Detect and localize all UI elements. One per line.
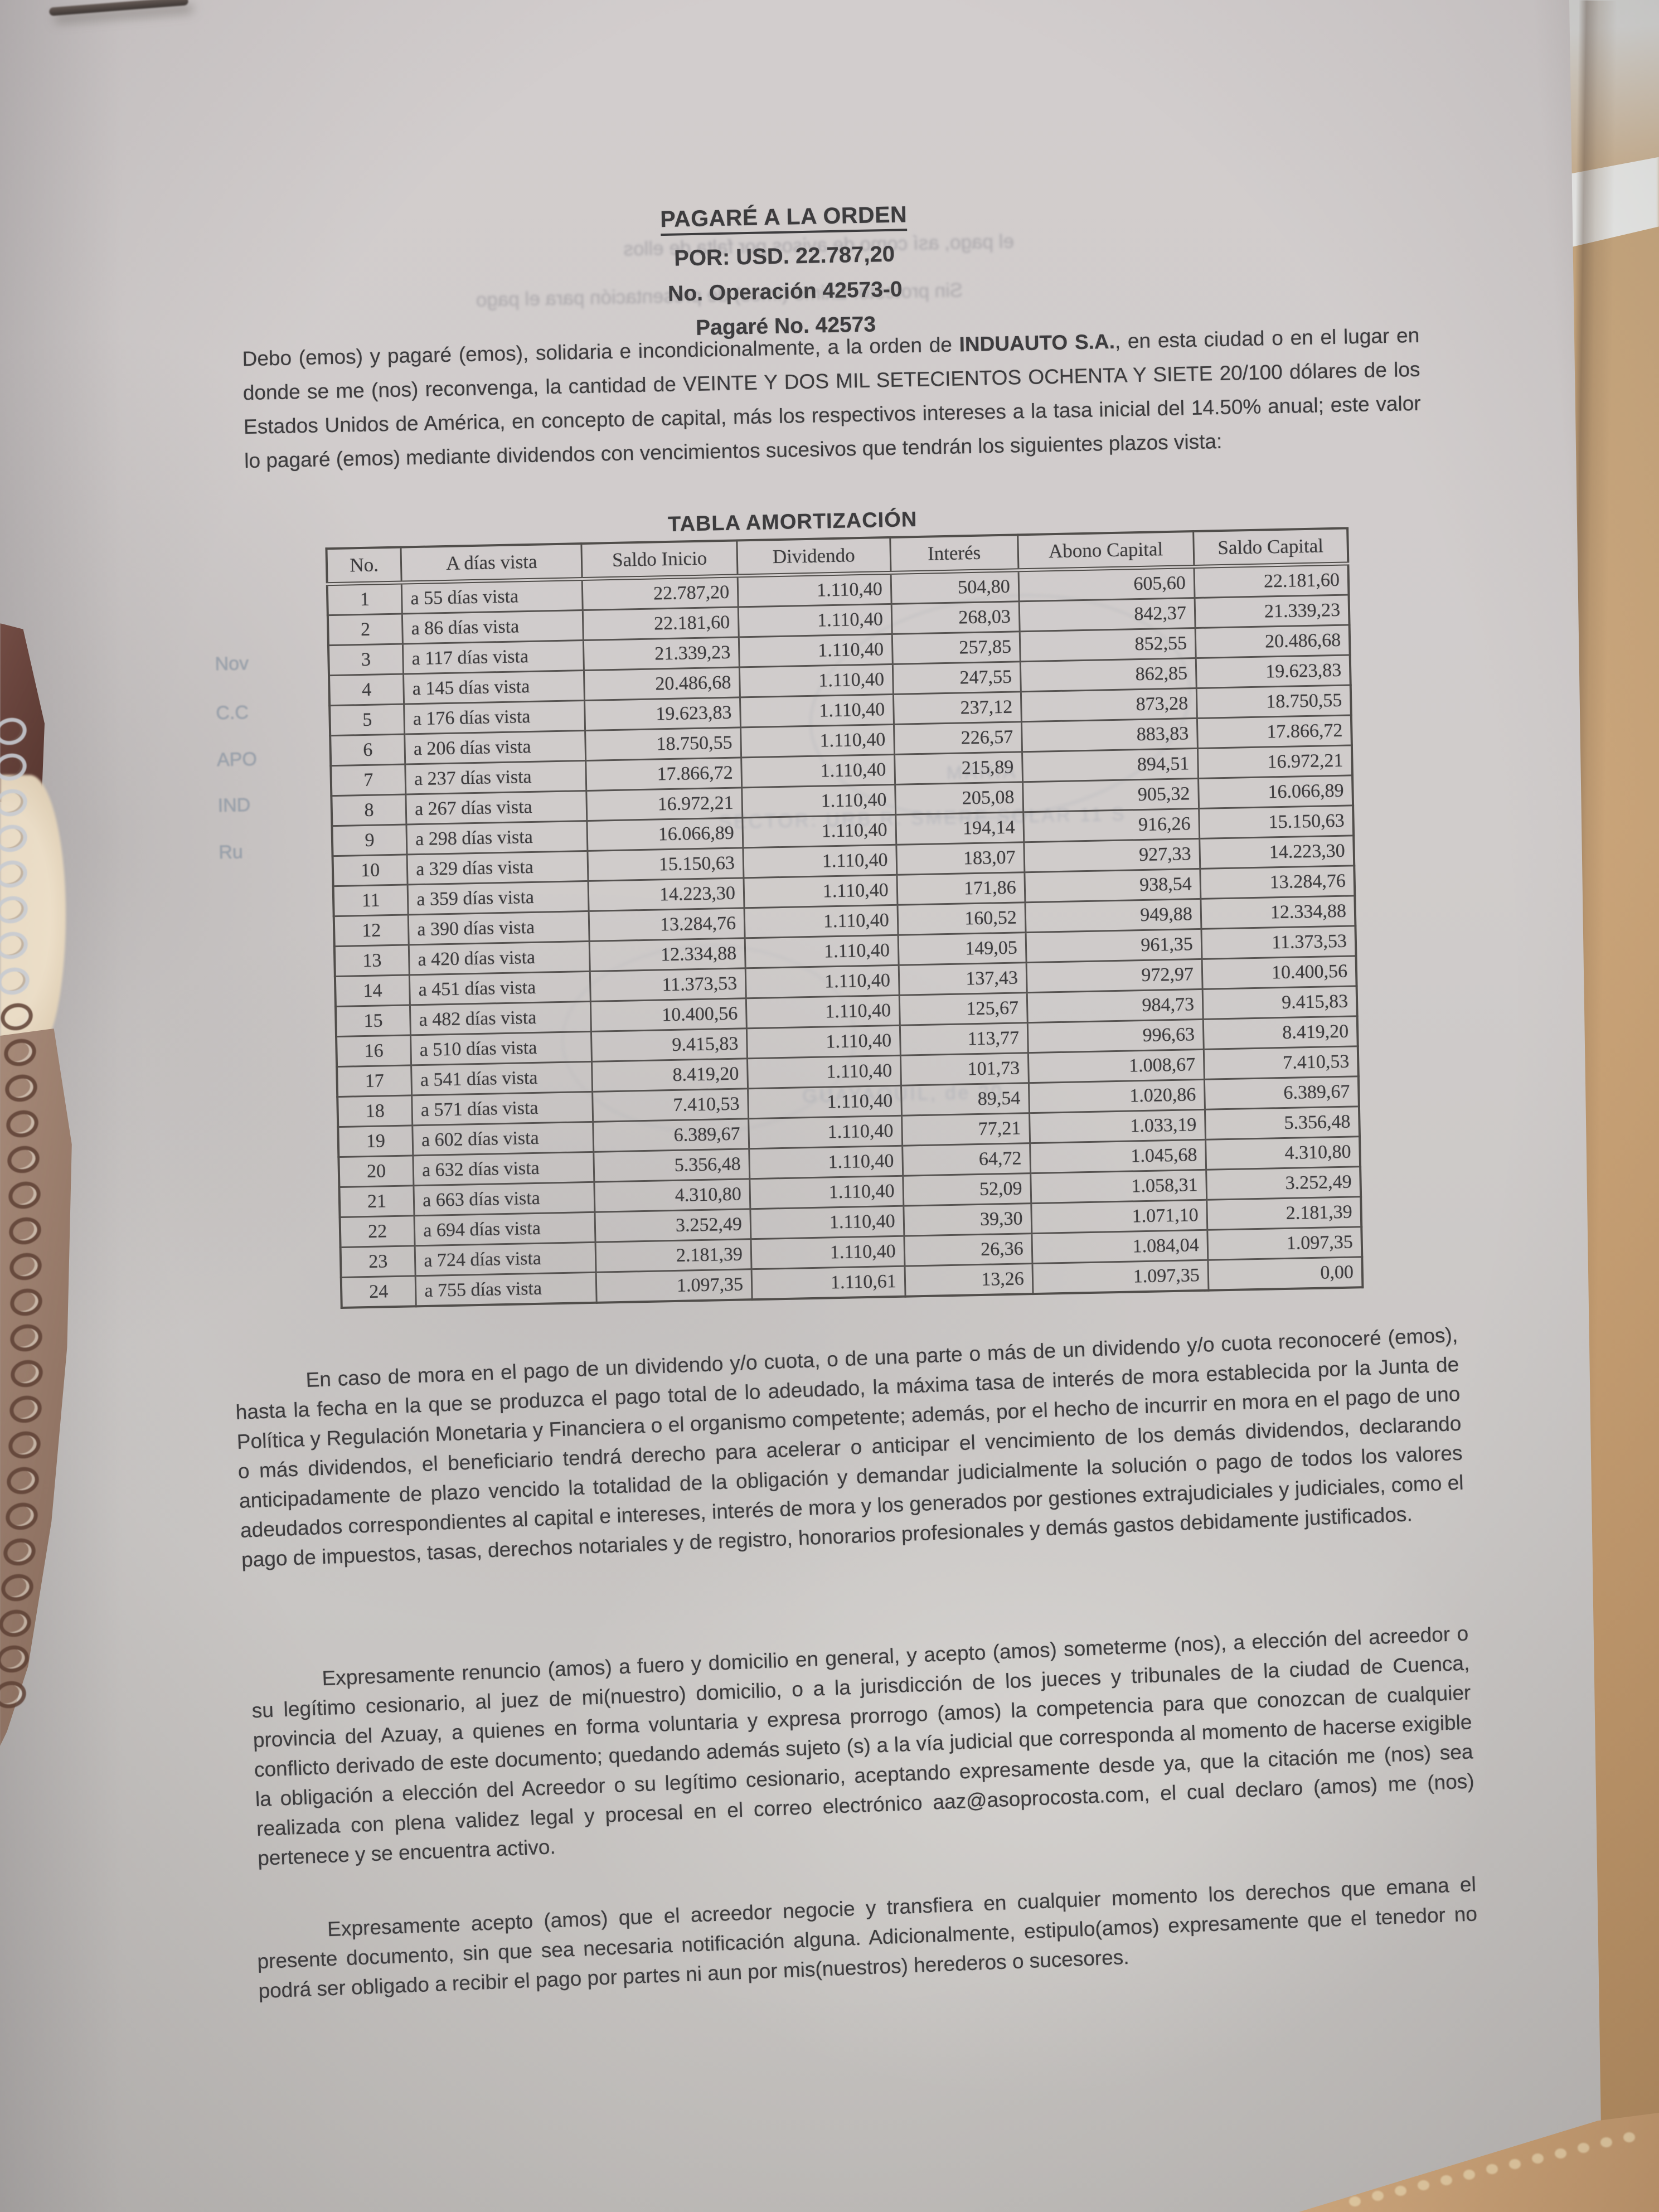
- placemat-weave-dot: [1395, 2185, 1406, 2196]
- placemat-weave-dot: [1463, 2170, 1475, 2180]
- placemat-weave-dot: [1440, 2175, 1452, 2185]
- placemat-weave-dot: [1555, 2148, 1566, 2158]
- finger-edge: [0, 775, 66, 1054]
- placemat-weave-dot: [1578, 2143, 1589, 2153]
- placemat-weave-dot: [1623, 2132, 1635, 2142]
- placemat-weave-dot: [1418, 2180, 1429, 2191]
- placemat-weave-dot: [1532, 2153, 1544, 2164]
- placemat-weave-dot: [1486, 2164, 1498, 2175]
- placemat-weave-dot: [1509, 2158, 1521, 2169]
- jurisdiction-clause: Expresamente renuncio (amos) a fuero y d…: [251, 1622, 1475, 1870]
- placemat-weave-dot: [1372, 2191, 1384, 2201]
- placemat-weave-dot: [1349, 2196, 1361, 2206]
- transfer-clause: Expresamente acepto (amos) que el acreed…: [256, 1873, 1478, 2003]
- placemat-weave-dot: [1600, 2137, 1612, 2148]
- mora-clause: En caso de mora en el pago de un dividen…: [235, 1323, 1464, 1571]
